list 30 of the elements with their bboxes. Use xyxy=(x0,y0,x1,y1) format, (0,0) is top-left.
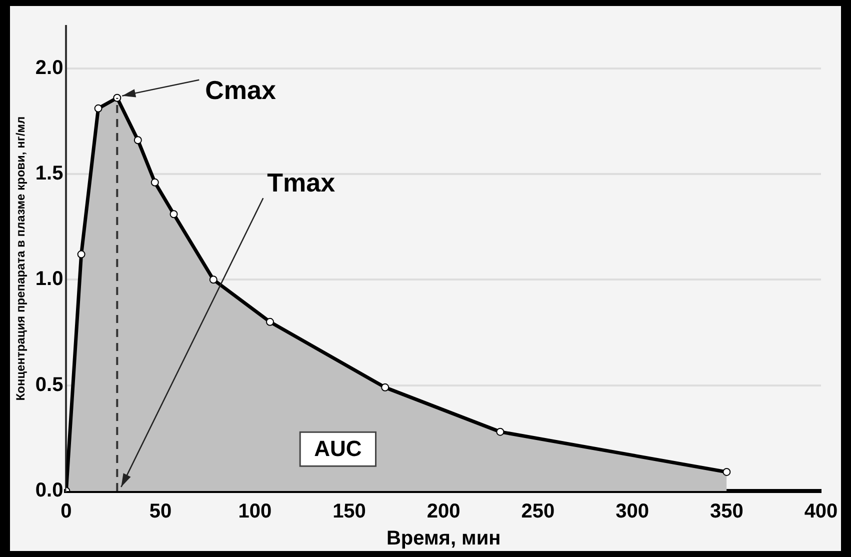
point xyxy=(150,178,159,186)
point xyxy=(722,468,731,476)
point xyxy=(496,428,504,436)
y-tick-label: 1.5 xyxy=(35,162,64,184)
x-tick-label: 0 xyxy=(60,500,72,523)
point xyxy=(381,383,390,392)
y-axis-title: Концентрация препарата в плазме крови, нг/мл xyxy=(14,116,28,401)
x-tick-label: 350 xyxy=(710,500,744,523)
y-tick-label: 1.0 xyxy=(35,268,64,290)
point xyxy=(170,210,178,218)
x-tick-label: 50 xyxy=(149,500,172,523)
point xyxy=(77,250,86,258)
point xyxy=(113,94,122,102)
annotation: Cmax xyxy=(205,75,277,106)
x-tick-label: 150 xyxy=(332,500,366,523)
y-tick-label: 2.0 xyxy=(35,56,64,79)
x-tick-label: 250 xyxy=(521,500,555,523)
point xyxy=(94,104,102,112)
x-tick-label: 100 xyxy=(238,500,272,523)
point xyxy=(209,276,218,284)
x-tick-label: 200 xyxy=(426,500,460,523)
x-axis-title: Время, мин xyxy=(386,528,501,550)
y-tick-label: 0.5 xyxy=(35,374,64,396)
point xyxy=(134,136,142,144)
point xyxy=(266,318,274,326)
y-tick-label: 0.0 xyxy=(35,480,64,502)
x-tick-label: 300 xyxy=(616,500,649,523)
x-tick-label: 400 xyxy=(804,500,838,523)
annotation: Tmax xyxy=(267,167,336,198)
annotation: AUC xyxy=(314,436,362,462)
